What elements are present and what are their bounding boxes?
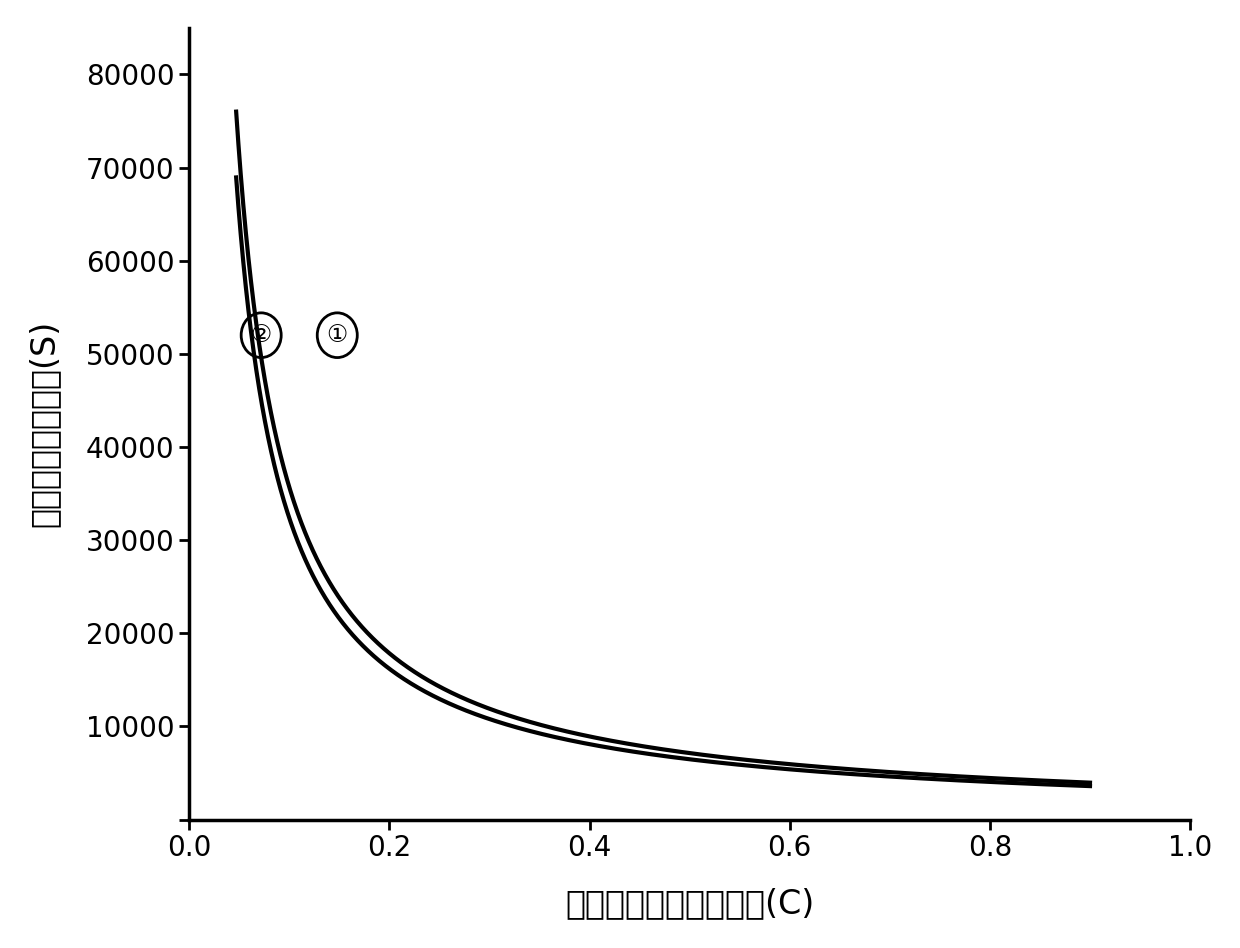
Y-axis label: 第一阶段充电时间(S): 第一阶段充电时间(S) xyxy=(27,320,61,527)
Text: ②: ② xyxy=(250,323,272,347)
X-axis label: 第一阶段恒流充电倍率(C): 第一阶段恒流充电倍率(C) xyxy=(565,887,815,921)
Text: ①: ① xyxy=(326,323,347,347)
